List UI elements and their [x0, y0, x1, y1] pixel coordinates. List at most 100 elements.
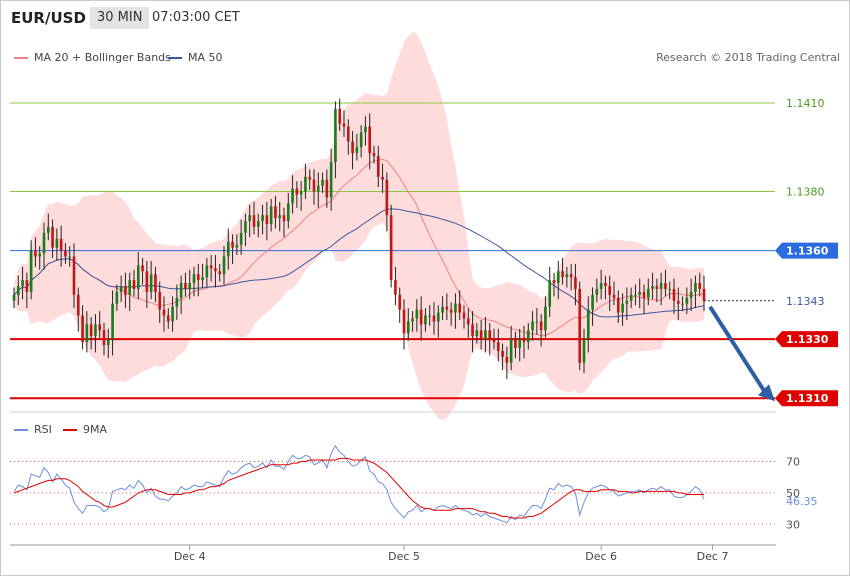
candle-body	[462, 312, 466, 319]
candle-body	[436, 312, 440, 322]
rsi-tick-label: 50	[786, 487, 800, 500]
candle-body	[291, 188, 294, 204]
rsi-tick-label: 30	[786, 518, 800, 531]
candle-body	[424, 315, 427, 325]
candle-body	[454, 303, 457, 313]
candle-body	[111, 303, 114, 340]
bollinger-swatch	[14, 57, 28, 59]
candle-body	[694, 283, 697, 292]
candle-body	[449, 309, 453, 313]
candle-body	[501, 350, 504, 357]
candle-body	[85, 324, 89, 343]
candle-body	[145, 271, 149, 292]
candle-body	[308, 176, 312, 180]
candle-body	[578, 288, 582, 363]
candle-body	[321, 179, 324, 186]
candle-body	[55, 238, 59, 248]
candle-body	[484, 330, 487, 340]
candle-body	[42, 232, 46, 254]
candle-body	[316, 185, 320, 192]
candle-body	[415, 309, 419, 319]
candle-body	[625, 300, 629, 304]
candle-body	[312, 179, 316, 192]
price-label-support: 1.1330	[786, 333, 829, 346]
candle-body	[102, 330, 106, 346]
candle-body	[685, 297, 689, 304]
candle-body	[552, 280, 556, 284]
candle-body	[188, 283, 192, 289]
candle-body	[381, 176, 384, 180]
candle-body	[376, 156, 380, 177]
candle-body	[81, 315, 84, 343]
candle-body	[535, 321, 539, 323]
candle-body	[591, 294, 594, 310]
candle-body	[59, 238, 63, 251]
candle-body	[256, 221, 260, 227]
candle-body	[179, 283, 183, 298]
candle-body	[12, 294, 16, 301]
candle-body	[496, 342, 500, 351]
candle-body	[526, 330, 530, 343]
candle-body	[531, 321, 534, 331]
candle-body	[586, 309, 590, 340]
candle-body	[278, 215, 282, 219]
candle-body	[698, 283, 702, 289]
candle-body	[411, 318, 414, 322]
candle-body	[509, 339, 513, 363]
legend-rsi-ma: 9MA	[63, 423, 107, 436]
candle-body	[398, 294, 402, 310]
candle-body	[565, 274, 569, 278]
candle-body	[681, 303, 684, 305]
candle-body	[72, 256, 76, 295]
candle-body	[68, 256, 72, 258]
candle-body	[141, 265, 144, 272]
candle-body	[175, 297, 179, 307]
candle-body	[539, 321, 543, 331]
candle-body	[329, 162, 333, 198]
candle-body	[171, 306, 174, 322]
candle-body	[394, 280, 397, 295]
candle-body	[218, 271, 222, 275]
candle-body	[428, 315, 432, 317]
candle-body	[252, 215, 256, 227]
candle-body	[604, 283, 607, 286]
candle-body	[634, 294, 637, 296]
candle-body	[29, 250, 33, 292]
candle-body	[235, 244, 239, 248]
candle-body	[25, 280, 29, 292]
candle-body	[621, 303, 624, 313]
legend-ma50: MA 50	[168, 51, 223, 64]
candle-body	[561, 271, 564, 278]
rsi-swatch	[14, 429, 28, 431]
candle-body	[355, 147, 359, 154]
candle-body	[124, 286, 127, 295]
candle-body	[346, 126, 350, 142]
candle-body	[372, 153, 376, 157]
candle-body	[689, 291, 693, 298]
candle-body	[196, 274, 200, 281]
candle-body	[612, 294, 616, 298]
candle-body	[16, 286, 20, 295]
candle-body	[441, 306, 444, 313]
candle-body	[282, 215, 286, 222]
x-axis-label: Dec 4	[174, 550, 206, 563]
timeframe-badge[interactable]: 30 MIN	[90, 7, 150, 29]
candle-body	[209, 265, 213, 269]
rsi-legend-label: RSI	[34, 423, 52, 436]
candle-body	[128, 280, 132, 295]
candle-body	[702, 288, 706, 301]
candle-body	[574, 277, 577, 289]
price-label-current: 1.1360	[786, 245, 829, 258]
candle-body	[544, 306, 547, 331]
candle-body	[359, 132, 363, 148]
research-credit: Research © 2018 Trading Central	[656, 51, 840, 64]
chart-header: EUR/USD 30 MIN 07:03:00 CET	[0, 0, 850, 38]
legend-bollinger: MA 20 + Bollinger Bands	[14, 51, 171, 64]
candle-body	[274, 206, 277, 219]
candle-body	[608, 286, 612, 295]
candle-body	[89, 324, 93, 337]
candle-body	[419, 309, 423, 325]
forecast-arrow-line	[708, 305, 767, 394]
candle-body	[655, 286, 659, 289]
